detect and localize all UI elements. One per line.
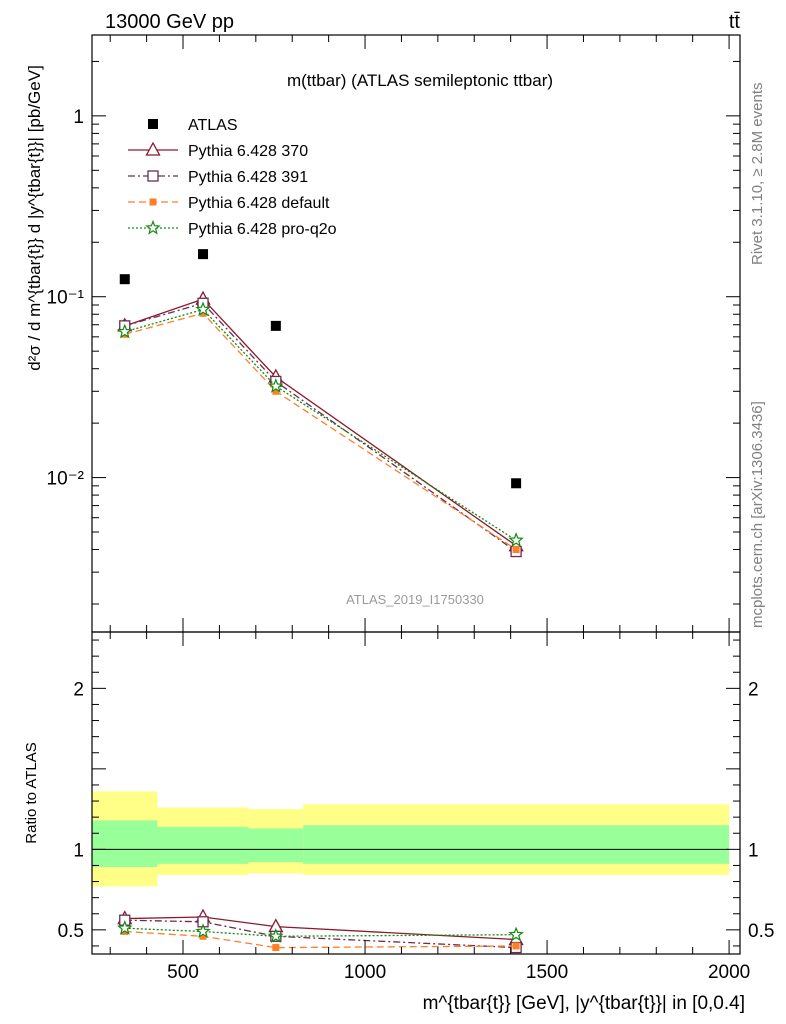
series-atlas (119, 249, 522, 489)
ratio-y-tick-labels: 0.5 0.5 1 1 2 2 (58, 679, 775, 942)
ratio-y-tick-label-right: 2 (748, 679, 759, 700)
x-tick-label: 500 (167, 962, 199, 983)
main-y-tick-labels: 10⁻² 10⁻¹ 1 (47, 107, 85, 490)
data-point (512, 546, 520, 554)
band-inner (248, 828, 304, 863)
data-point (272, 387, 280, 395)
ratio-series-pythia-6-428-pro-q2o (117, 920, 524, 943)
ratio-line-pythia-6-428-default (124, 930, 517, 949)
ratio-plot-frame (91, 631, 741, 955)
energy-label: 13000 GeV pp (105, 11, 234, 33)
main-y-tick-label: 10⁻¹ (47, 288, 85, 309)
x-axis-label: m^{tbar{t}} [GeV], |y^{tbar{t}}| in [0,0… (423, 993, 745, 1014)
series-line-pythia-6-428-391 (124, 302, 517, 553)
ratio-x-tick-labels: 500 1000 1500 2000 (167, 962, 750, 983)
ratio-point (508, 926, 524, 942)
ratio-y-axis-label: Ratio to ATLAS (23, 742, 40, 843)
legend-marker (145, 141, 161, 156)
series-pythia-6-428-391 (119, 297, 522, 558)
process-label: tt̄ (729, 11, 741, 33)
data-point (117, 323, 133, 339)
main-series-group (117, 249, 524, 558)
x-tick-label: 1500 (526, 962, 568, 983)
ratio-point (117, 920, 133, 935)
ratio-series-pythia-6-428-370 (117, 908, 524, 946)
x-tick-label: 2000 (708, 962, 750, 983)
series-line-pythia-6-428-pro-q2o (124, 308, 517, 541)
main-y-tick-label: 10⁻² (47, 469, 85, 490)
legend-item-pythia-6-428-pro-q2o: Pythia 6.428 pro-q2o (128, 219, 337, 238)
main-y-axis-label: d²σ / d m^{tbar{t}} d |y^{tbar{t}}| [pb/… (25, 65, 44, 371)
ratio-point (268, 928, 284, 943)
main-plot-title: m(ttbar) (ATLAS semileptonic ttbar) (287, 71, 553, 90)
legend-marker (148, 119, 158, 129)
analysis-id-label: ATLAS_2019_I1750330 (346, 592, 484, 607)
band-inner (157, 826, 249, 864)
data-point (268, 378, 284, 393)
main-y-tick-label: 1 (73, 107, 84, 128)
ratio-line-pythia-6-428-370 (124, 916, 517, 941)
legend-label: Pythia 6.428 default (188, 195, 330, 212)
legend-item-pythia-6-428-391: Pythia 6.428 391 (128, 169, 308, 186)
legend-label: ATLAS (188, 117, 238, 134)
ratio-uncertainty-bands (92, 791, 730, 887)
main-axis-ticks (92, 35, 740, 632)
series-line-pythia-6-428-default (124, 312, 517, 551)
rivet-version-label: Rivet 3.1.10, ≥ 2.8M events (749, 83, 766, 266)
legend-item-pythia-6-428-370: Pythia 6.428 370 (128, 141, 308, 160)
data-point (511, 478, 522, 489)
ratio-series-pythia-6-428-391 (119, 914, 522, 954)
band-inner (92, 820, 158, 868)
legend-item-atlas: ATLAS (148, 117, 238, 134)
ratio-line-pythia-6-428-391 (124, 919, 517, 949)
legend-marker (145, 219, 161, 235)
ratio-plot-panel: 0.5 0.5 1 1 2 2 500 1000 1500 2000 Ratio to ATLA… (23, 631, 775, 1014)
ratio-point (512, 942, 520, 950)
ratio-y-tick-label: 2 (73, 679, 84, 700)
ratio-y-tick-label-right: 0.5 (748, 921, 774, 942)
series-pythia-6-428-370 (117, 290, 524, 552)
legend-marker (149, 198, 157, 206)
data-point (195, 301, 211, 317)
series-pythia-6-428-pro-q2o (117, 301, 524, 547)
data-point (508, 532, 524, 547)
ratio-point (195, 923, 211, 939)
legend: ATLAS Pythia 6.428 370 Pythia 6.428 391 Pyt… (128, 117, 337, 238)
mcplots-source-label: mcplots.cern.ch [arXiv:1306.3436] (749, 401, 766, 628)
ratio-series-group (117, 908, 524, 954)
data-point (119, 274, 130, 285)
legend-label: Pythia 6.428 pro-q2o (188, 221, 337, 238)
ratio-axis-ticks (92, 632, 740, 954)
ratio-y-tick-label-right: 1 (748, 840, 759, 861)
legend-label: Pythia 6.428 370 (188, 143, 308, 160)
band-inner (303, 825, 730, 864)
data-point (270, 320, 281, 331)
data-point (199, 309, 207, 317)
main-plot-panel: m(ttbar) (ATLAS semileptonic ttbar) ATLA… (25, 34, 741, 633)
ratio-point (199, 932, 207, 940)
series-pythia-6-428-default (121, 309, 520, 554)
legend-item-pythia-6-428-default: Pythia 6.428 default (128, 195, 330, 212)
ratio-point (272, 944, 280, 952)
legend-marker (147, 170, 159, 182)
series-line-pythia-6-428-370 (124, 298, 517, 547)
ratio-y-tick-label: 1 (73, 840, 84, 861)
data-point (198, 249, 209, 260)
ratio-y-tick-label: 0.5 (58, 921, 84, 942)
ratio-series-pythia-6-428-default (121, 927, 520, 952)
x-tick-label: 1000 (344, 962, 386, 983)
legend-label: Pythia 6.428 391 (188, 169, 308, 186)
